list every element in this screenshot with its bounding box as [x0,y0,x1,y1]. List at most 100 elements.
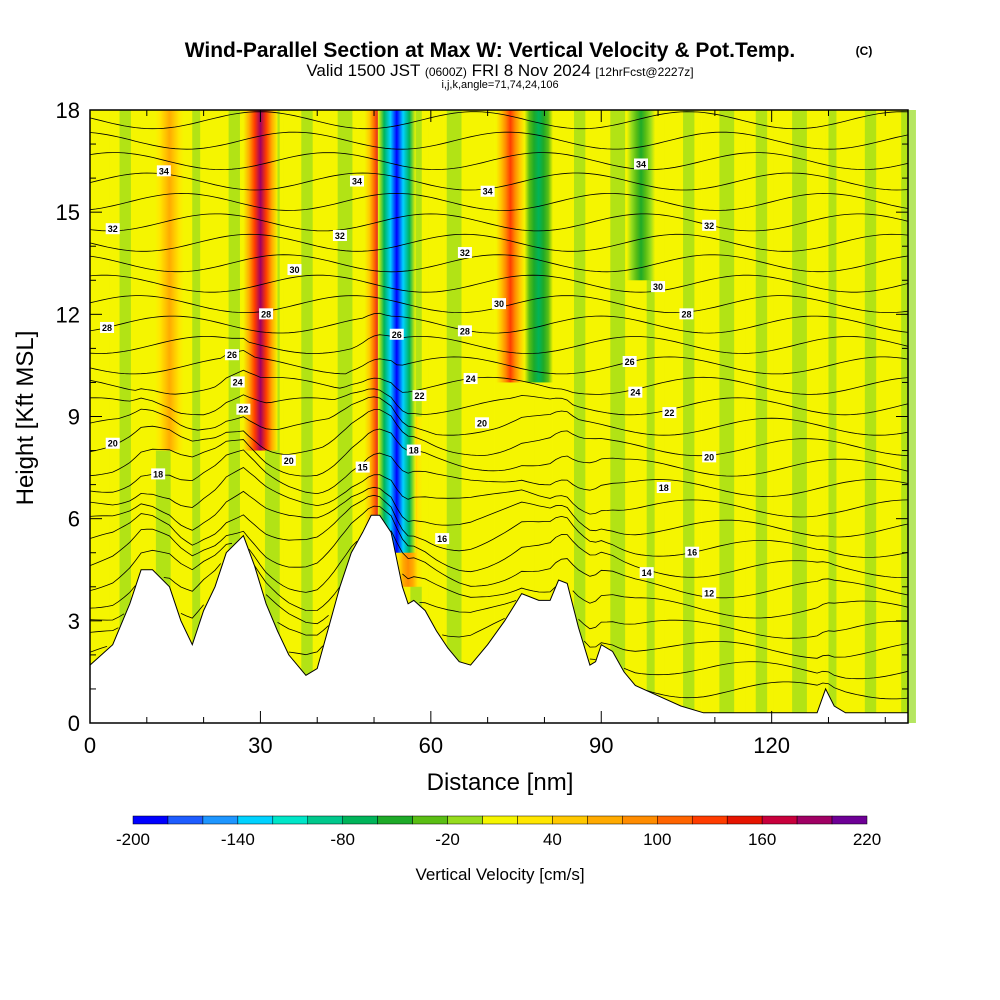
theta-contour-label: 16 [687,548,697,558]
theta-contour-label-bg [355,461,370,473]
weak-velocity-band [210,110,222,723]
weak-velocity-band [864,110,877,723]
theta-contour-label-bg [492,298,506,310]
weak-velocity-band [846,110,859,723]
copyright-mark: (C) [856,44,873,58]
weak-velocity-band [737,110,746,723]
weak-velocity-band [501,110,513,723]
colorbar-tick-label: -140 [221,830,255,849]
theta-contour-label: 28 [261,309,271,319]
theta-contour-label: 12 [704,589,714,599]
y-tick-label: 12 [56,302,80,327]
theta-contour-line [89,233,909,252]
theta-contour-label: 15 [358,463,368,473]
colorbar-tick-label: 220 [853,830,881,849]
y-axis-label: Height [Kft MSL] [12,331,39,506]
theta-contour-label-bg [156,165,171,177]
colorbar-swatch [412,815,448,825]
valid-time: Valid 1500 JST [306,61,420,80]
updraft-column [155,110,184,451]
theta-contour-line [89,334,909,354]
weak-velocity-band [773,110,786,723]
theta-contour-line [89,494,909,558]
theta-contour-label: 26 [392,330,402,340]
weak-velocity-band [464,110,473,723]
weak-velocity-band [101,110,110,723]
weak-velocity-band [792,110,807,723]
theta-contour-label: 26 [625,357,635,367]
x-tick-label: 90 [589,733,613,758]
chart-subtitle: Valid 1500 JST (0600Z) FRI 8 Nov 2024 [1… [306,61,693,80]
grid-indices: i,j,k,angle=71,74,24,106 [441,79,558,91]
theta-contour-label: 20 [284,456,294,466]
theta-contour-label: 34 [483,187,493,197]
theta-contour-label: 22 [414,391,424,401]
theta-contour-label: 22 [664,408,674,418]
colorbar-swatch [132,815,169,825]
theta-contour-label-bg [656,482,671,494]
colorbar-tick-label: 100 [643,830,671,849]
x-tick-label: 30 [248,733,272,758]
colorbar-swatch [691,815,728,825]
weak-velocity-band [810,110,826,723]
theta-contour-line [89,369,909,395]
colorbar: -200 -140 -80 -20 40 100 160 220 [116,815,881,849]
theta-contour-label-bg [105,223,120,235]
colorbar-tick-label: 40 [543,830,562,849]
theta-contour-label-bg [480,185,495,197]
theta-contour-label: 24 [466,374,476,384]
colorbar-swatch [622,815,658,825]
theta-contour-line [89,409,909,457]
theta-contour-line [89,505,909,579]
theta-contour-line [89,594,909,639]
theta-contour-label-bg [662,407,677,419]
weak-velocity-band [755,110,768,723]
theta-contour-label: 22 [238,405,248,415]
colorbar-swatch [167,815,204,825]
x-tick-label: 120 [753,733,790,758]
theta-contour-label-bg [151,468,166,480]
theta-contour-line [89,312,909,334]
theta-contour-label: 32 [335,231,345,241]
weak-velocity-band [592,110,604,723]
y-tick-label: 6 [68,507,80,532]
theta-contour-label: 32 [704,221,714,231]
theta-contour-line [89,467,909,518]
velocity-field [101,110,916,723]
theta-contour-label-bg [702,219,717,231]
theta-contour-line [89,172,909,191]
theta-contour-label: 20 [108,439,118,449]
theta-contour-line [89,111,909,130]
colorbar-swatch [272,815,309,825]
colorbar-swatch [377,815,413,825]
theta-contour-label-bg [463,373,478,385]
theta-contour-line [89,563,909,619]
y-axis: 0 3 6 9 12 15 18 [56,98,908,736]
colorbar-swatch [831,815,868,825]
theta-contour-label-bg [622,356,637,368]
theta-contour-label: 18 [409,446,419,456]
colorbar-swatch [657,815,693,825]
x-tick-label: 60 [419,733,443,758]
theta-contour-label-bg [230,376,245,388]
weak-velocity-band [228,110,240,723]
theta-contour-label-bg [100,321,115,333]
theta-contour-label-bg [281,454,296,466]
colorbar-swatch [552,815,588,825]
weak-velocity-band [683,110,695,723]
y-tick-label: 18 [56,98,80,123]
theta-contour-line [89,274,909,293]
theta-contour-label: 32 [108,224,118,234]
theta-contour-label: 20 [704,452,714,462]
colorbar-tick-label: -20 [435,830,460,849]
weak-velocity-band [137,110,150,723]
forecast-info: [12hrFcst@2227z] [595,65,693,79]
theta-contour-line [89,645,909,680]
theta-contour-label-bg [639,567,654,579]
theta-contour-label-bg [457,325,472,337]
weak-velocity-band [646,110,655,723]
theta-contour-line [89,131,909,150]
colorbar-swatch [761,815,798,825]
theta-contour-label: 18 [153,469,163,479]
theta-contour-label-bg [679,308,694,320]
